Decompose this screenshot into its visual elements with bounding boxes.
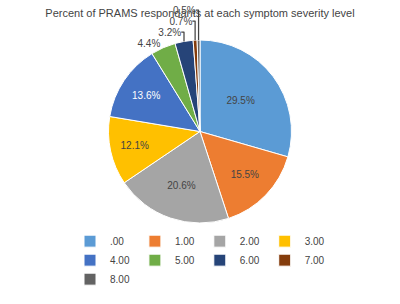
svg-text:15.5%: 15.5% <box>231 169 259 180</box>
svg-text:4.00: 4.00 <box>110 255 130 266</box>
svg-text:7.00: 7.00 <box>305 255 325 266</box>
svg-text:1.00: 1.00 <box>175 236 195 247</box>
svg-text:29.5%: 29.5% <box>226 95 254 106</box>
svg-text:2.00: 2.00 <box>240 236 260 247</box>
svg-text:13.6%: 13.6% <box>132 90 160 101</box>
svg-text:.00: .00 <box>110 236 124 247</box>
svg-text:0.5%: 0.5% <box>173 5 196 16</box>
svg-text:12.1%: 12.1% <box>121 140 149 151</box>
svg-text:3.00: 3.00 <box>305 236 325 247</box>
svg-text:8.00: 8.00 <box>110 274 130 285</box>
svg-text:Percent of PRAMS respondants a: Percent of PRAMS respondants at each sym… <box>45 7 354 19</box>
svg-text:0.7%: 0.7% <box>169 16 192 27</box>
svg-text:3.2%: 3.2% <box>158 27 181 38</box>
svg-text:6.00: 6.00 <box>240 255 260 266</box>
svg-text:20.6%: 20.6% <box>167 180 195 191</box>
svg-text:4.4%: 4.4% <box>138 38 161 49</box>
svg-text:5.00: 5.00 <box>175 255 195 266</box>
